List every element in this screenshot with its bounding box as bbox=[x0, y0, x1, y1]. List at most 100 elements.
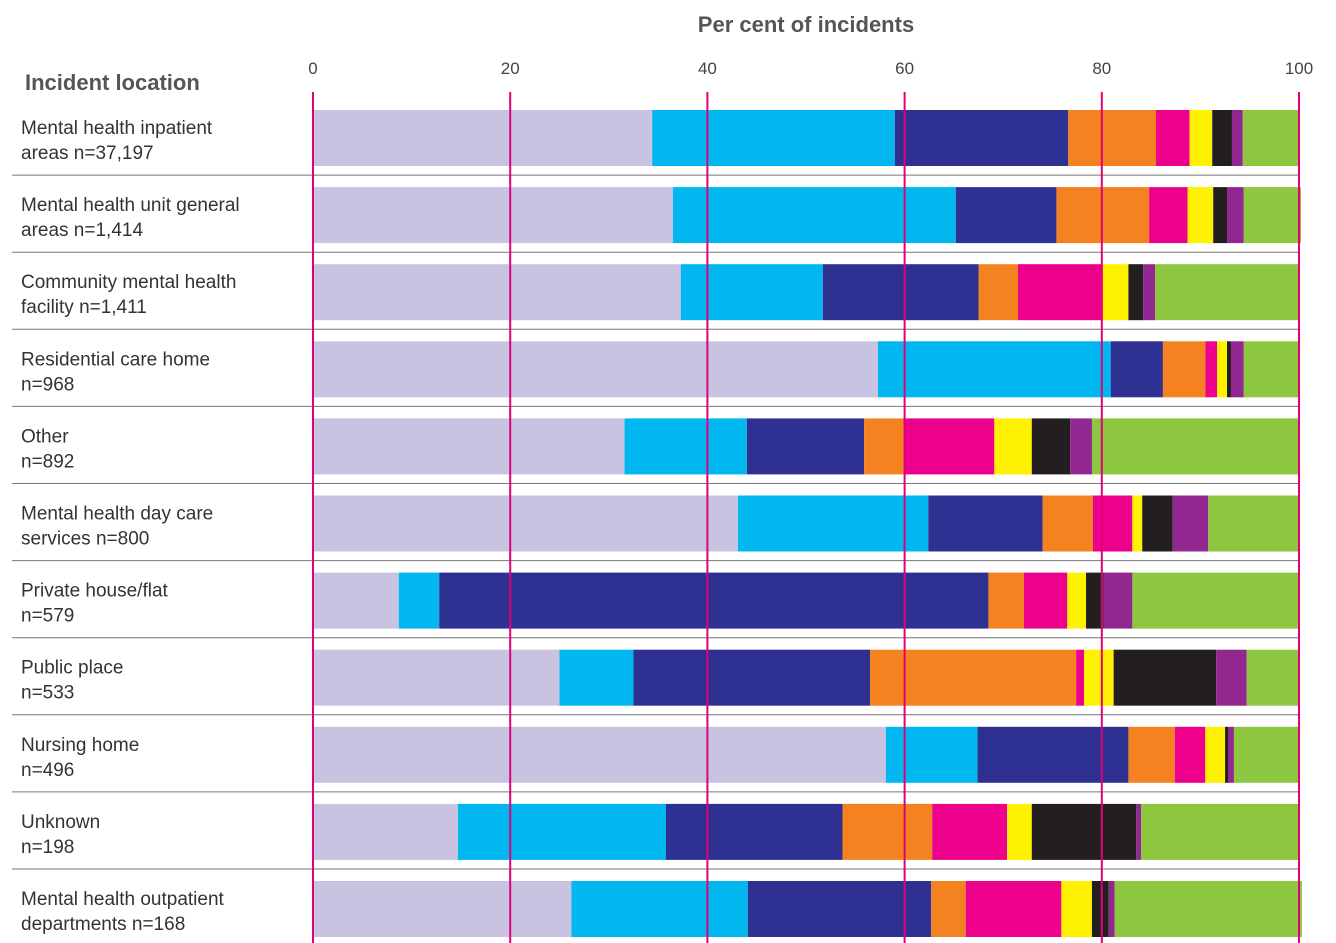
bar-segment bbox=[1042, 495, 1093, 552]
bar-segment bbox=[313, 264, 681, 321]
category-label: facility n=1,411 bbox=[21, 297, 147, 318]
category-label: Residential care home bbox=[21, 349, 210, 370]
bar-segment bbox=[977, 726, 1129, 783]
bar-segment bbox=[1143, 264, 1156, 321]
bar-segment bbox=[931, 881, 966, 937]
bar-segment bbox=[1174, 726, 1206, 783]
category-label: areas n=37,197 bbox=[21, 143, 154, 164]
bar-segment bbox=[1187, 187, 1214, 244]
bar-segment bbox=[932, 803, 1008, 860]
bar-segment bbox=[903, 418, 995, 475]
category-label: departments n=168 bbox=[21, 914, 185, 935]
bar-segment bbox=[1132, 572, 1299, 629]
x-tick-label: 100 bbox=[1285, 59, 1313, 78]
bar-segment bbox=[1102, 264, 1129, 321]
bar-segment bbox=[842, 803, 933, 860]
bar-segment bbox=[1189, 110, 1213, 166]
bar-segment bbox=[313, 418, 625, 475]
bar-segment bbox=[1242, 110, 1299, 166]
bar-segment bbox=[313, 495, 738, 552]
bar-segment bbox=[747, 881, 932, 937]
bar-segment bbox=[1113, 649, 1217, 706]
bar-segment bbox=[1213, 187, 1228, 244]
category-label: Private house/flat bbox=[21, 581, 169, 602]
bar-segment bbox=[1149, 187, 1188, 244]
bar-segment bbox=[1216, 649, 1247, 706]
category-label: areas n=1,414 bbox=[21, 220, 143, 241]
bar-segment bbox=[1155, 264, 1299, 321]
bar-segment bbox=[1110, 341, 1163, 398]
bar-segment bbox=[1128, 264, 1144, 321]
bar-segment bbox=[1243, 341, 1299, 398]
bar-segment bbox=[1114, 881, 1302, 937]
bar-segment bbox=[1208, 495, 1299, 552]
bar-segment bbox=[988, 572, 1024, 629]
bar-segment bbox=[870, 649, 1077, 706]
bar-segment bbox=[1132, 495, 1143, 552]
bar-segment bbox=[1243, 187, 1301, 244]
category-label: n=533 bbox=[21, 683, 74, 704]
x-tick-label: 20 bbox=[501, 59, 520, 78]
bar-segment bbox=[313, 803, 458, 860]
category-label: Mental health unit general bbox=[21, 195, 240, 216]
bar-segment bbox=[457, 803, 666, 860]
category-label: Mental health outpatient bbox=[21, 889, 225, 910]
bar-segment bbox=[1156, 110, 1190, 166]
category-label: n=198 bbox=[21, 837, 74, 858]
bar-segment bbox=[978, 264, 1018, 321]
bar-segment bbox=[1142, 495, 1173, 552]
chart-title: Per cent of incidents bbox=[698, 12, 914, 37]
bar-segment bbox=[885, 726, 978, 783]
x-tick-label: 40 bbox=[698, 59, 717, 78]
category-labels: Mental health inpatient areas n=37,197 Men… bbox=[21, 118, 240, 935]
bar-segment bbox=[313, 341, 878, 398]
y-axis-title: Incident location bbox=[25, 70, 200, 95]
bar-segment bbox=[1076, 649, 1085, 706]
bar-segment bbox=[1227, 187, 1244, 244]
bar-segment bbox=[313, 881, 572, 937]
bar-segment bbox=[1007, 803, 1032, 860]
category-label: Community mental health bbox=[21, 272, 236, 293]
bar-segment bbox=[737, 495, 929, 552]
bar-segment bbox=[665, 803, 843, 860]
bar-segment bbox=[1246, 649, 1299, 706]
bar-segment bbox=[1061, 881, 1092, 937]
bar-segment bbox=[1091, 418, 1299, 475]
bar-segment bbox=[559, 649, 634, 706]
bar-segment bbox=[313, 726, 886, 783]
bar-segment bbox=[571, 881, 748, 937]
bar-segment bbox=[822, 264, 979, 321]
bar-segment bbox=[1225, 726, 1229, 783]
bar-segment bbox=[313, 572, 399, 629]
bar-segment bbox=[1162, 341, 1206, 398]
bar-segment bbox=[1136, 803, 1142, 860]
bar-segment bbox=[439, 572, 989, 629]
bar-segment bbox=[1084, 649, 1114, 706]
bar-segment bbox=[1228, 726, 1234, 783]
bar-segment bbox=[1070, 418, 1092, 475]
bar-segment bbox=[633, 649, 871, 706]
bar-segment bbox=[1205, 726, 1226, 783]
bar-segment bbox=[1031, 803, 1137, 860]
bar-segment bbox=[313, 110, 653, 166]
bar-segment bbox=[1227, 341, 1231, 398]
bar-segment bbox=[1231, 110, 1243, 166]
bar-segment bbox=[1068, 110, 1157, 166]
gridlines bbox=[312, 92, 1300, 943]
bar-segment bbox=[398, 572, 440, 629]
bar-segment bbox=[894, 110, 1069, 166]
x-tick-label: 80 bbox=[1092, 59, 1111, 78]
category-label: n=496 bbox=[21, 760, 74, 781]
category-label: Other bbox=[21, 426, 69, 447]
x-tick-label: 60 bbox=[895, 59, 914, 78]
category-label: Public place bbox=[21, 658, 123, 679]
category-label: services n=800 bbox=[21, 529, 149, 550]
bar-segment bbox=[1086, 572, 1104, 629]
x-tick-label: 0 bbox=[308, 59, 317, 78]
bar-segment bbox=[994, 418, 1032, 475]
bar-segment bbox=[1172, 495, 1209, 552]
bar-segment bbox=[1128, 726, 1175, 783]
category-label: Unknown bbox=[21, 812, 100, 833]
bar-segment bbox=[1091, 881, 1109, 937]
